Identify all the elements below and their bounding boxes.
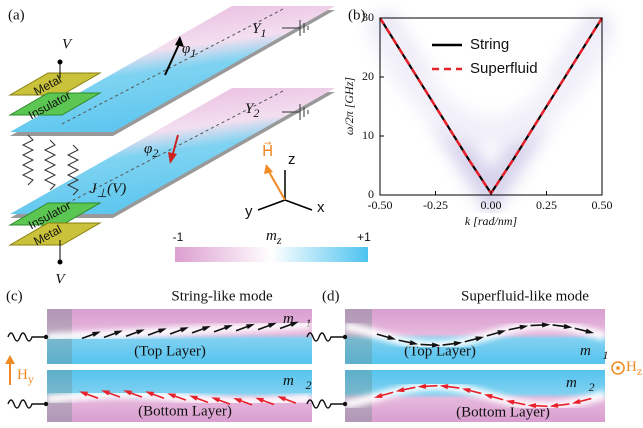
- y-tick-label: 0: [368, 187, 374, 201]
- panel-label: (a): [8, 7, 25, 23]
- sub: 1: [260, 26, 266, 40]
- panel-d: (d) Superfluid-like mode (Top Layer) (Bo…: [307, 288, 642, 422]
- terminal: [44, 402, 48, 406]
- arrowhead: [5, 355, 15, 364]
- field-arrow: [268, 170, 285, 200]
- sub: z: [276, 233, 282, 247]
- base: m: [266, 228, 277, 244]
- x-tick-label: 0.25: [536, 198, 557, 212]
- colorbar: [175, 247, 368, 262]
- x-tick-label: 0.00: [481, 198, 502, 212]
- sub: y: [28, 372, 34, 386]
- x-axis-label: k [rad/nm]: [465, 214, 518, 228]
- panel-title: Superfluid-like mode: [461, 288, 589, 304]
- arrowhead: [264, 164, 273, 174]
- ac-source: [8, 400, 46, 408]
- base: m⃗: [283, 373, 306, 389]
- field-label: Hz: [626, 359, 642, 377]
- field-label: H⃗: [262, 141, 273, 160]
- base: m⃗: [566, 375, 589, 391]
- voltage-label: V: [62, 36, 73, 52]
- sub: 2: [152, 146, 158, 160]
- panel-a: (a) Metal Insulator Insulator Metal V V …: [8, 6, 371, 287]
- tail: (V): [107, 181, 126, 197]
- driven-region: [345, 309, 372, 364]
- panel-title: String-like mode: [171, 288, 273, 304]
- sub: z: [637, 364, 642, 378]
- y-tick-label: 20: [362, 69, 374, 83]
- ac-source: [307, 400, 345, 408]
- terminal: [343, 402, 347, 406]
- terminal: [44, 335, 48, 339]
- y-tick-label: 10: [362, 128, 374, 142]
- layer-label: (Top Layer): [134, 343, 206, 359]
- base: φ: [144, 141, 152, 157]
- sub: 2: [306, 378, 312, 392]
- springs: [23, 135, 78, 195]
- panel-c: (c) String-like mode (Top Layer) (Bottom…: [5, 288, 312, 422]
- y-axis-label: ω/2π [GHz]: [342, 77, 356, 135]
- axis-label: x: [317, 199, 325, 216]
- colorbar-min: -1: [173, 230, 184, 244]
- colorbar-label: mz: [266, 228, 282, 246]
- voltage-label: V: [55, 271, 66, 287]
- panel-label: (d): [322, 288, 340, 304]
- ac-source: [8, 333, 46, 341]
- figure: (a) Metal Insulator Insulator Metal V V …: [0, 0, 643, 428]
- sub: 2: [589, 380, 595, 394]
- coupling-label: J⊥(V): [90, 181, 126, 199]
- field-label: Hy: [17, 367, 34, 385]
- y-tick-label: 30: [362, 10, 374, 24]
- layer-label: (Bottom Layer): [138, 403, 232, 419]
- base: H: [626, 359, 637, 375]
- legend-label: String: [470, 36, 509, 53]
- panel-label: (c): [6, 288, 23, 304]
- sub: ⊥: [97, 186, 107, 200]
- sub: 1: [190, 46, 196, 60]
- base: m⃗: [580, 343, 603, 359]
- field-symbol: [616, 366, 620, 370]
- base: H: [17, 367, 28, 383]
- terminal: [58, 260, 63, 265]
- axis-label: z: [288, 151, 296, 168]
- base: φ: [182, 41, 190, 57]
- terminal: [58, 60, 63, 65]
- ac-source: [307, 333, 345, 341]
- sub: 2: [253, 106, 259, 120]
- axes: [258, 170, 312, 210]
- legend-label: Superfluid: [470, 60, 538, 77]
- sub: 1: [603, 348, 609, 362]
- axis-label: y: [245, 203, 253, 220]
- x-tick-label: 0.50: [592, 198, 613, 212]
- x-tick-label: -0.25: [423, 198, 448, 212]
- terminal: [343, 335, 347, 339]
- colorbar-max: +1: [357, 230, 371, 244]
